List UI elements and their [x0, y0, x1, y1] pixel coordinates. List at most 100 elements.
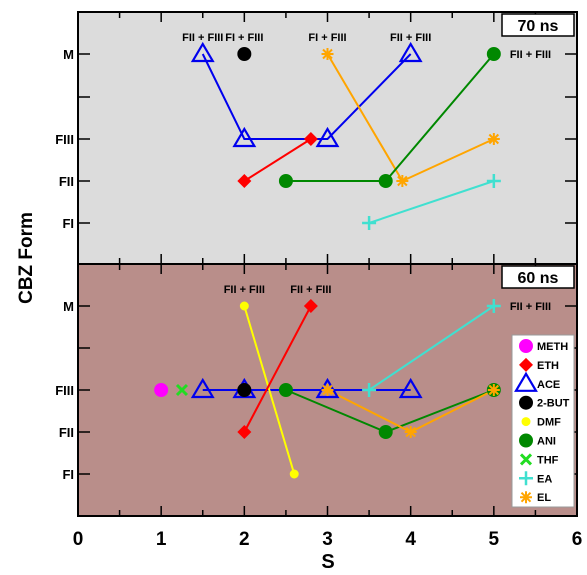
legend-label: ETH [537, 360, 559, 372]
y-tick-label: FI [62, 467, 74, 482]
point-2-but [237, 47, 252, 61]
point-ani [378, 425, 393, 439]
legend-label: METH [537, 341, 568, 353]
legend: METH ETH ACE 2-BUT DMF ANI THF EA EL [511, 334, 575, 508]
point-ea [362, 216, 377, 230]
panel-title-text: 60 ns [518, 270, 559, 287]
x-tick-label: 6 [572, 529, 583, 550]
legend-marker [519, 339, 533, 353]
legend-item-el: EL [520, 491, 551, 504]
y-tick-label: FII [59, 425, 74, 440]
annotation-label: FI + FIII [225, 32, 263, 44]
annotation-label: FI + FIII [308, 32, 346, 44]
x-axis: 0 1 2 3 4 5 6 [73, 529, 583, 550]
legend-item-ea: EA [519, 471, 552, 486]
legend-marker [519, 453, 533, 466]
panel-title-text: 70 ns [518, 18, 559, 35]
series-line-ea [368, 305, 495, 391]
x-tick-label: 3 [322, 529, 333, 550]
legend-label: EL [537, 492, 551, 504]
point-ace [232, 126, 257, 148]
annotation-label: FII + FIII [224, 284, 265, 296]
series-line-dmf [243, 305, 296, 475]
panel-title-box [501, 13, 575, 37]
point-dmf [289, 469, 299, 479]
panel-title: 70 ns [501, 13, 575, 37]
x-tick-label: 0 [73, 529, 84, 550]
legend-item-thf: THF [519, 453, 559, 466]
point-dmf [239, 301, 249, 311]
panel-1: FI FII FIII M FII + FIII FII + FIII FII + FIII… [55, 263, 578, 517]
series-line-eth [243, 138, 312, 182]
point-eth [303, 132, 318, 146]
legend-marker [520, 491, 532, 504]
x-tick-label: 2 [239, 529, 250, 550]
point-thf [175, 383, 189, 397]
legend-label: ANI [537, 436, 556, 448]
point-ace [190, 41, 215, 63]
panel-title-box [501, 265, 575, 289]
point-el [487, 384, 500, 396]
legend-marker [521, 417, 531, 427]
legend-marker [519, 357, 533, 372]
legend-item-meth: METH [519, 339, 568, 353]
legend-item-dmf: DMF [521, 417, 561, 429]
annotation-label: FII + FIII [290, 284, 331, 296]
point-ea [362, 383, 377, 397]
panel-title: 60 ns [501, 265, 575, 289]
y-tick-label: FIII [55, 132, 74, 147]
point-meth [154, 383, 169, 397]
y-tick-label: FIII [55, 383, 74, 398]
x-tick-label: 1 [156, 529, 167, 550]
annotation-label: FII + FIII [182, 32, 223, 44]
point-2-but [237, 383, 252, 397]
point-ea [486, 174, 501, 188]
legend-label: EA [537, 473, 552, 485]
annotation-label: FII + FIII [510, 301, 551, 313]
y-axis-label: CBZ Form [16, 212, 37, 304]
series-line-eth [243, 305, 312, 433]
legend-marker [519, 471, 533, 486]
annotation-label: FII + FIII [510, 49, 551, 61]
y-tick-label: FI [62, 216, 74, 231]
point-el [396, 175, 409, 187]
point-ea [486, 299, 501, 313]
point-ace [315, 377, 340, 399]
y-tick-label: M [63, 299, 74, 314]
legend-label: DMF [537, 417, 561, 429]
point-ace [398, 377, 423, 399]
point-ani [378, 174, 393, 188]
legend-item-ace: ACE [514, 371, 560, 392]
point-el [487, 133, 500, 145]
legend-marker [514, 371, 538, 392]
legend-item-eth: ETH [519, 357, 559, 372]
legend-item-ani: ANI [519, 433, 556, 448]
legend-label: ACE [537, 379, 560, 391]
series-line-ace [201, 53, 412, 140]
series-line-ea [368, 180, 495, 224]
point-ani [278, 174, 293, 188]
y-tick-label: M [63, 47, 74, 62]
point-eth [237, 425, 252, 439]
y-tick-label: FII [59, 174, 74, 189]
annotation-label: FII + FIII [390, 32, 431, 44]
point-ani [486, 47, 501, 61]
x-tick-label: 4 [405, 529, 416, 550]
x-tick-label: 5 [489, 529, 500, 550]
point-eth [303, 299, 318, 313]
panel-frame [77, 263, 578, 517]
point-el [404, 426, 417, 438]
legend-label: THF [537, 454, 559, 466]
point-ace [315, 126, 340, 148]
point-el [321, 384, 334, 396]
point-ace [398, 41, 423, 63]
point-ace [190, 377, 215, 399]
point-ani [278, 383, 293, 397]
point-el [321, 48, 334, 60]
legend-item-2-but: 2-BUT [519, 395, 570, 410]
point-eth [237, 174, 252, 188]
legend-marker [519, 433, 533, 448]
